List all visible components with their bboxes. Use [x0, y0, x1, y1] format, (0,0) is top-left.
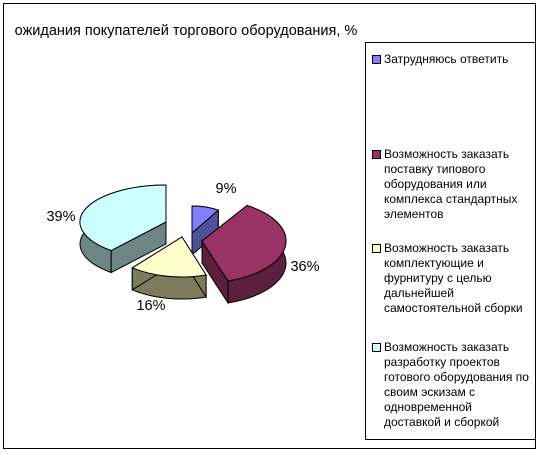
- legend-item: Возможность заказать комплектующие и фур…: [372, 241, 532, 316]
- pie-slice-2: [201, 204, 287, 305]
- chart-area: ожидания покупателей торгового оборудова…: [3, 3, 536, 449]
- legend-item: Возможность заказать разработку проектов…: [372, 340, 532, 430]
- legend-swatch: [372, 150, 381, 159]
- data-label: 9%: [216, 181, 237, 197]
- legend-label: Возможность заказать комплектующие и фур…: [384, 241, 523, 315]
- pie-slice-top: [191, 205, 220, 235]
- legend-label: Возможность заказать разработку проектов…: [384, 340, 529, 429]
- pie-slice-4: [79, 184, 167, 274]
- pie-chart: 9% 36% 16% 39%: [46, 181, 319, 314]
- pie-slice-top: [131, 236, 207, 278]
- legend-swatch: [372, 244, 381, 253]
- pie-slice-top: [201, 204, 287, 282]
- legend-item: Возможность заказать поставку типового о…: [372, 147, 532, 222]
- legend-item: Затрудняюсь ответить: [372, 52, 532, 67]
- data-label: 36%: [290, 259, 319, 275]
- legend-swatch: [372, 55, 381, 64]
- legend-label: Затрудняюсь ответить: [384, 52, 509, 66]
- legend-label: Возможность заказать поставку типового о…: [384, 147, 518, 221]
- data-label: 16%: [136, 298, 165, 314]
- legend: Затрудняюсь ответить Возможность заказать…: [365, 42, 536, 440]
- legend-swatch: [372, 343, 381, 352]
- data-label: 39%: [46, 209, 75, 225]
- pie-slice-3: [131, 235, 207, 300]
- pie-slice-top: [79, 184, 167, 252]
- chart-title: ожидания покупателей торгового оборудова…: [14, 23, 358, 39]
